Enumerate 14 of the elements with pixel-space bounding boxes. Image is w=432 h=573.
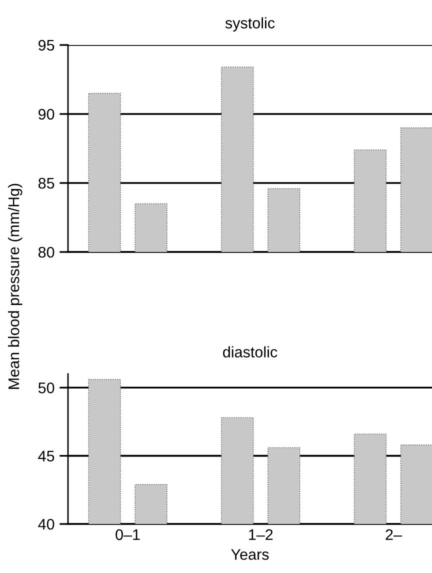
y-tick-label: 80 <box>38 246 54 258</box>
y-axis-title: Mean blood pressure (mm/Hg) <box>8 184 22 389</box>
y-tick-label: 45 <box>38 450 54 462</box>
y-tick-label: 85 <box>38 178 54 189</box>
x-tick-label: 2– <box>386 529 402 540</box>
chart-title: systolic <box>225 17 275 32</box>
x-tick-label: 0–1 <box>116 529 140 540</box>
x-tick-label: 1–2 <box>249 529 273 540</box>
y-tick-label: 90 <box>38 108 54 120</box>
y-tick-label: 40 <box>38 518 54 530</box>
x-axis-title: Years <box>231 549 269 560</box>
y-tick-label: 95 <box>38 40 54 51</box>
chart-title: diastolic <box>223 346 278 358</box>
y-tick-label: 50 <box>38 382 54 394</box>
